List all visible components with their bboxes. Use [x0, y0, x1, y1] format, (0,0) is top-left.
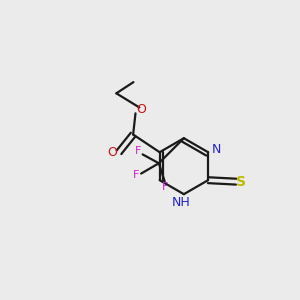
- Text: O: O: [136, 103, 146, 116]
- Text: F: F: [133, 170, 139, 180]
- Text: O: O: [108, 146, 118, 159]
- Text: F: F: [162, 182, 169, 192]
- Text: F: F: [135, 146, 141, 157]
- Text: NH: NH: [172, 196, 191, 209]
- Text: N: N: [212, 143, 221, 156]
- Text: S: S: [236, 175, 246, 189]
